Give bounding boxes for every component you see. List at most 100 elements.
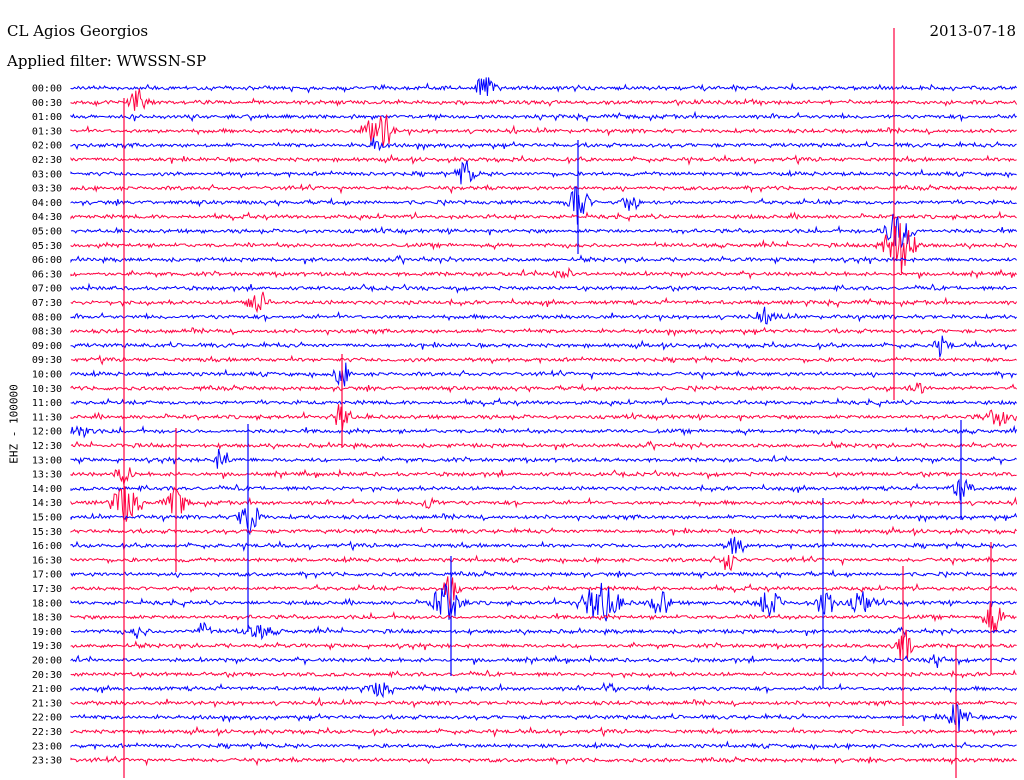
trace-line <box>70 326 1017 337</box>
time-label: 03:00 <box>32 169 62 180</box>
time-label: 10:30 <box>32 384 62 395</box>
trace-line <box>70 160 1017 185</box>
time-label: 04:00 <box>32 198 62 209</box>
trace-line <box>70 223 1018 274</box>
trace-line <box>70 185 1017 225</box>
trace-line <box>70 702 1017 732</box>
trace-line <box>71 354 1017 366</box>
trace-line <box>70 568 1018 580</box>
time-label: 13:30 <box>32 470 62 481</box>
trace-line <box>70 755 1017 767</box>
time-label: 02:00 <box>32 141 62 152</box>
time-label: 12:30 <box>32 441 62 452</box>
trace-line <box>70 137 1017 152</box>
seismic-traces <box>70 77 1018 767</box>
time-label: 15:00 <box>32 513 62 524</box>
trace-line <box>70 382 1017 394</box>
trace-line <box>70 440 1017 452</box>
trace-line <box>70 486 1018 522</box>
trace-line <box>70 507 1018 536</box>
trace-line <box>70 536 1017 555</box>
time-label: 23:30 <box>32 756 62 767</box>
trace-line <box>70 110 1017 123</box>
time-label: 06:30 <box>32 269 62 280</box>
time-label: 11:30 <box>32 412 62 423</box>
filter-label: Applied filter: WWSSN-SP <box>7 52 207 70</box>
date-label: 2013-07-18 <box>929 22 1016 40</box>
trace-line <box>70 576 1018 609</box>
time-label: 17:00 <box>32 570 62 581</box>
trace-line <box>70 404 1018 432</box>
trace-line <box>70 696 1018 709</box>
time-axis-labels: 00:00 00:30 01:00 01:30 02:00 02:30 03:00 03:30… <box>32 84 62 767</box>
time-label: 01:00 <box>32 112 62 123</box>
trace-line <box>70 478 1017 501</box>
y-axis-label: EHZ - 100000 <box>7 384 21 464</box>
time-label: 18:30 <box>32 613 62 624</box>
trace-line <box>70 424 1018 439</box>
time-label: 08:30 <box>32 327 62 338</box>
time-label: 14:00 <box>32 484 62 495</box>
trace-line <box>70 681 1018 699</box>
trace-line <box>70 210 1017 223</box>
time-label: 04:30 <box>32 212 62 223</box>
event-spikes <box>123 28 992 778</box>
trace-line <box>70 114 1017 147</box>
time-label: 07:30 <box>32 298 62 309</box>
time-label: 20:30 <box>32 670 62 681</box>
time-label: 22:00 <box>32 713 62 724</box>
time-label: 08:00 <box>32 312 62 323</box>
station-title: CL Agios Georgios <box>7 22 149 40</box>
time-label: 07:00 <box>32 284 62 295</box>
time-label: 22:30 <box>32 727 62 738</box>
trace-line <box>70 554 1018 572</box>
trace-line <box>70 266 1017 280</box>
time-label: 19:00 <box>32 627 62 638</box>
trace-line <box>70 213 1018 248</box>
trace-line <box>70 362 1017 387</box>
trace-line <box>70 602 1017 633</box>
trace-line <box>70 397 1017 409</box>
time-label: 14:30 <box>32 498 62 509</box>
time-label: 16:30 <box>32 555 62 566</box>
trace-line <box>70 467 1017 485</box>
trace-line <box>70 725 1017 738</box>
trace-line <box>70 621 1017 641</box>
time-label: 03:30 <box>32 184 62 195</box>
time-label: 01:30 <box>32 126 62 137</box>
time-label: 19:30 <box>32 641 62 652</box>
trace-line <box>70 153 1017 166</box>
trace-line <box>70 335 1017 358</box>
time-label: 05:30 <box>32 241 62 252</box>
time-label: 21:00 <box>32 684 62 695</box>
time-label: 13:00 <box>32 455 62 466</box>
trace-line <box>70 282 1017 294</box>
time-label: 16:00 <box>32 541 62 552</box>
time-label: 06:00 <box>32 255 62 266</box>
trace-line <box>70 669 1017 679</box>
time-label: 00:00 <box>32 84 62 95</box>
time-label: 10:00 <box>32 370 62 381</box>
time-label: 20:00 <box>32 656 62 667</box>
time-label: 05:00 <box>32 227 62 238</box>
trace-line <box>70 88 1018 111</box>
trace-line <box>70 183 1018 195</box>
time-label: 17:30 <box>32 584 62 595</box>
time-label: 23:00 <box>32 741 62 752</box>
time-label: 21:30 <box>32 698 62 709</box>
trace-line <box>70 525 1017 537</box>
time-label: 15:30 <box>32 527 62 538</box>
trace-line <box>70 254 1017 266</box>
time-label: 00:30 <box>32 98 62 109</box>
trace-line <box>70 448 1017 469</box>
time-label: 18:00 <box>32 598 62 609</box>
trace-line <box>70 654 1017 668</box>
trace-line <box>70 629 1017 661</box>
time-label: 11:00 <box>32 398 62 409</box>
time-label: 02:30 <box>32 155 62 166</box>
time-label: 09:00 <box>32 341 62 352</box>
trace-line <box>70 306 1017 325</box>
trace-line <box>70 291 1018 314</box>
time-label: 09:30 <box>32 355 62 366</box>
trace-line <box>70 740 1017 751</box>
